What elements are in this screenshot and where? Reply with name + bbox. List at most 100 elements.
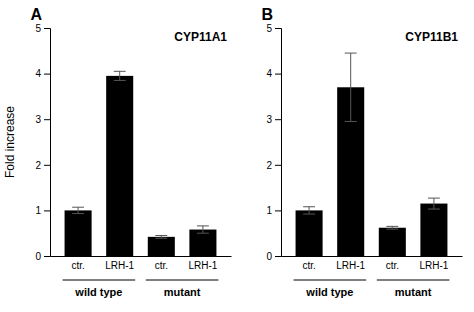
error-bar [155, 235, 167, 238]
panel: 0 1 2 3 4 5 ctr. LRH-1 ctr. LRH-1 wild type mutant C… [3, 6, 232, 298]
y-tick: 2 [35, 160, 50, 171]
y-tick-label: 3 [266, 114, 272, 125]
y-tick-label: 5 [266, 23, 272, 34]
error-bar [428, 198, 440, 209]
group-label: mutant [395, 286, 432, 298]
x-tick-label: LRH-1 [419, 260, 448, 271]
y-tick: 5 [266, 23, 281, 34]
y-axis-title: Fold increase [3, 106, 17, 178]
y-tick: 0 [35, 251, 50, 262]
y-axis: 0 1 2 3 4 5 [35, 23, 50, 262]
x-tick-label: ctr. [302, 260, 315, 271]
error-bar [72, 207, 84, 213]
group-label: mutant [164, 286, 201, 298]
x-tick: LRH-1 [336, 260, 365, 271]
title: CYP11A1 [174, 30, 227, 44]
bar [106, 76, 133, 256]
y-tick-mark [44, 119, 50, 120]
x-tick-label: ctr. [71, 260, 84, 271]
y-tick-label: 3 [35, 114, 41, 125]
x-tick-label: ctr. [386, 260, 399, 271]
y-tick: 1 [266, 205, 281, 216]
error-bar-line [303, 207, 315, 214]
panel-label: B [261, 6, 273, 23]
y-tick-label: 4 [266, 68, 272, 79]
bar [420, 204, 447, 256]
bar [148, 237, 175, 256]
error-bar [197, 226, 209, 233]
y-tick-label: 1 [35, 205, 41, 216]
x-tick-label: ctr. [155, 260, 168, 271]
y-tick-label: 0 [266, 251, 272, 262]
x-tick: LRH-1 [188, 260, 217, 271]
y-tick-mark [44, 256, 50, 257]
bar [296, 210, 323, 256]
x-tick-label: LRH-1 [336, 260, 365, 271]
group-underline [146, 280, 219, 281]
error-bar-line [197, 226, 209, 233]
y-tick-mark [275, 165, 281, 166]
error-bar-line [114, 71, 126, 80]
group-label: wild type [305, 286, 353, 298]
y-axis: 0 1 2 3 4 5 [266, 23, 281, 262]
y-axis-line [275, 29, 282, 257]
error-bar-line [155, 235, 167, 238]
error-bar [386, 226, 398, 229]
error-bar-line [428, 198, 440, 209]
y-tick-label: 1 [266, 205, 272, 216]
panel-label: A [30, 6, 42, 23]
y-tick-mark [275, 119, 281, 120]
y-tick-mark [275, 28, 281, 29]
y-tick-mark [44, 210, 50, 211]
y-tick: 1 [35, 205, 50, 216]
y-tick: 3 [266, 114, 281, 125]
y-tick-mark [275, 74, 281, 75]
error-bar-line [386, 226, 398, 229]
y-tick-label: 4 [35, 68, 41, 79]
x-tick-label: LRH-1 [105, 260, 134, 271]
error-bar-line [72, 207, 84, 213]
x-tick: ctr. [155, 260, 168, 271]
chart: 0 1 2 3 4 5 ctr. LRH-1 ctr. LRH-1 wild type mutant C… [0, 0, 474, 312]
x-axis-line [282, 256, 463, 257]
x-axis: ctr. LRH-1 ctr. LRH-1 [51, 257, 232, 272]
y-tick-label: 2 [35, 160, 41, 171]
x-axis: ctr. LRH-1 ctr. LRH-1 [282, 257, 463, 272]
y-tick-label: 0 [35, 251, 41, 262]
y-tick-mark [44, 28, 50, 29]
y-tick-label: 2 [266, 160, 272, 171]
panel: 0 1 2 3 4 5 ctr. LRH-1 ctr. LRH-1 wild type mutant C… [261, 6, 462, 298]
group-underline [63, 280, 136, 281]
y-tick-mark [44, 165, 50, 166]
marks [296, 53, 448, 256]
x-axis-line [51, 256, 232, 257]
y-tick-mark [44, 74, 50, 75]
error-bar [114, 71, 126, 80]
error-bar [303, 207, 315, 214]
group-underline [294, 280, 367, 281]
x-tick: LRH-1 [419, 260, 448, 271]
x-tick: ctr. [71, 260, 84, 271]
y-tick: 4 [35, 68, 50, 79]
group-label: wild type [74, 286, 122, 298]
error-bar-line [345, 53, 357, 121]
bar [379, 228, 406, 256]
y-tick: 5 [35, 23, 50, 34]
x-tick: LRH-1 [105, 260, 134, 271]
y-axis-line [44, 29, 51, 257]
y-tick: 0 [266, 251, 281, 262]
marks [65, 71, 217, 256]
y-tick: 3 [35, 114, 50, 125]
y-tick-mark [275, 256, 281, 257]
y-tick: 4 [266, 68, 281, 79]
y-tick-mark [275, 210, 281, 211]
x-tick: ctr. [302, 260, 315, 271]
x-tick-label: LRH-1 [188, 260, 217, 271]
y-tick-label: 5 [35, 23, 41, 34]
bar [65, 210, 92, 256]
title: CYP11B1 [405, 30, 458, 44]
y-tick: 2 [266, 160, 281, 171]
group-underline [377, 280, 450, 281]
error-bar [345, 53, 357, 121]
x-tick: ctr. [386, 260, 399, 271]
